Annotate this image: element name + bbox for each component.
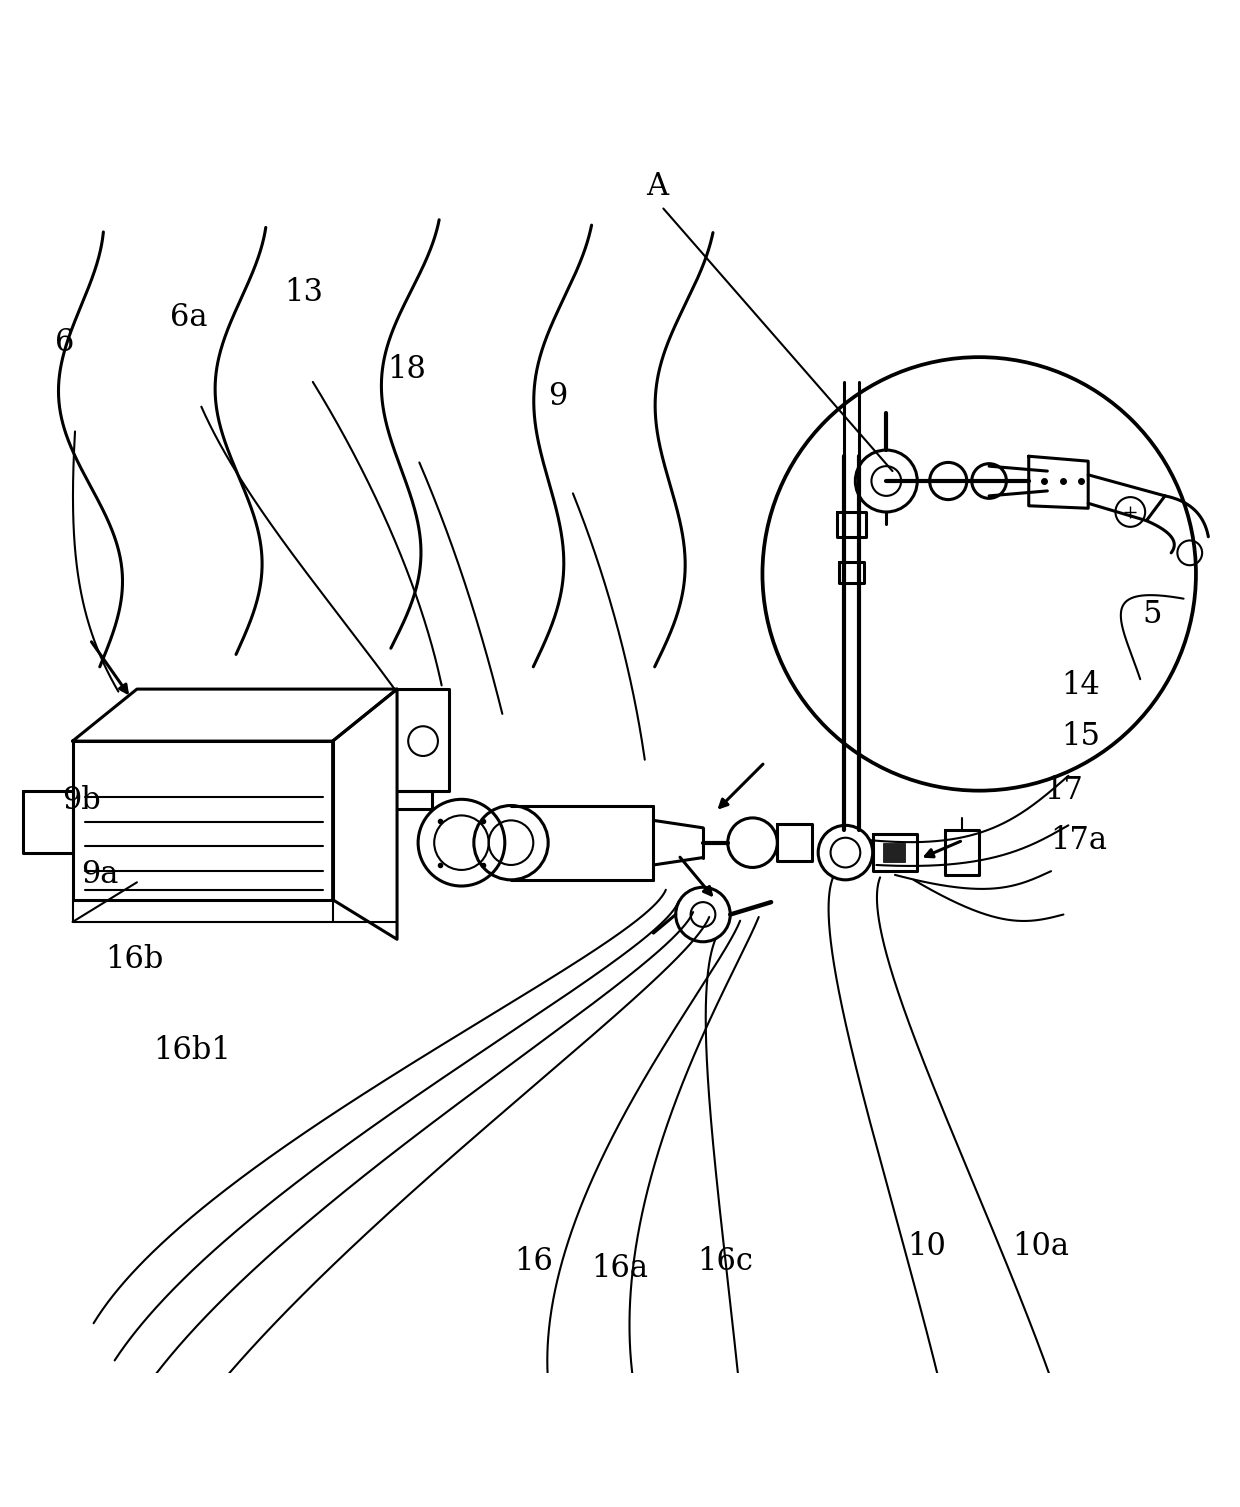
Text: 18: 18 <box>388 354 427 384</box>
Text: 16b1: 16b1 <box>154 1035 232 1067</box>
Text: 17a: 17a <box>1050 824 1107 856</box>
Bar <box>883 842 905 862</box>
Text: 16c: 16c <box>697 1246 753 1276</box>
Text: 5: 5 <box>1143 600 1162 630</box>
Text: 6: 6 <box>56 327 74 357</box>
Text: 6a: 6a <box>170 301 208 333</box>
Text: 16: 16 <box>513 1246 553 1276</box>
Text: 10: 10 <box>908 1231 946 1261</box>
Text: 9: 9 <box>548 381 568 413</box>
Text: 16b: 16b <box>105 943 164 975</box>
Text: 10a: 10a <box>1013 1231 1070 1261</box>
Text: 9a: 9a <box>81 859 119 891</box>
Text: 16a: 16a <box>591 1254 649 1284</box>
Text: 9b: 9b <box>62 785 100 817</box>
Text: 13: 13 <box>285 277 324 309</box>
Text: 17: 17 <box>1044 775 1083 806</box>
Text: 15: 15 <box>1061 720 1100 752</box>
Text: 14: 14 <box>1061 671 1100 701</box>
Text: A: A <box>646 170 668 202</box>
